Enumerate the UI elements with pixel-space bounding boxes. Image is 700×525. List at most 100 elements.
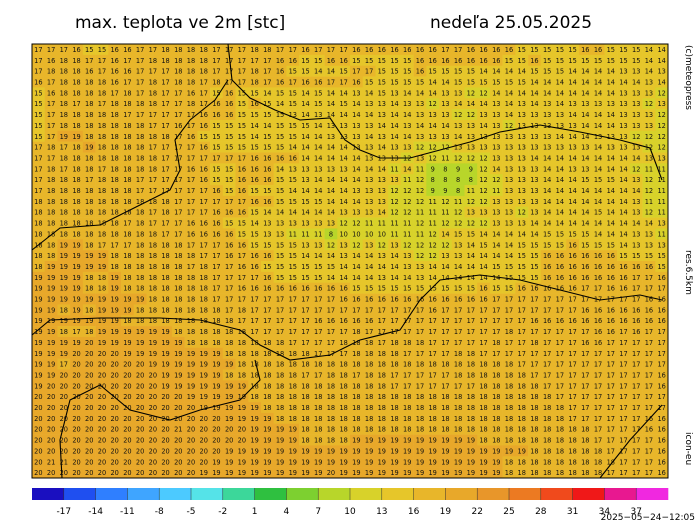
cell-fill <box>260 130 274 142</box>
cell-fill <box>299 293 313 305</box>
cell-value: 11 <box>390 165 398 173</box>
cell-fill <box>311 119 325 132</box>
cell-fill <box>451 261 465 273</box>
cell-fill <box>184 293 198 305</box>
cell-value: 15 <box>492 285 500 293</box>
cell-value: 13 <box>556 144 564 152</box>
cell-fill <box>159 423 173 435</box>
cell-fill <box>337 271 351 283</box>
cell-value: 18 <box>187 328 195 336</box>
cell-fill <box>133 347 147 359</box>
cell-fill <box>108 434 122 446</box>
cell-fill <box>57 380 71 392</box>
cell-value: 17 <box>161 176 169 184</box>
cell-fill <box>439 358 453 370</box>
cell-fill <box>604 44 618 56</box>
cell-fill <box>528 250 542 262</box>
cell-fill <box>184 217 198 229</box>
cell-value: 19 <box>60 350 68 358</box>
cell-value: 15 <box>378 89 386 97</box>
cell-fill <box>515 206 529 218</box>
cell-fill <box>95 402 109 414</box>
cell-fill <box>388 206 402 218</box>
cell-value: 19 <box>174 350 182 358</box>
cell-value: 13 <box>378 176 386 184</box>
cell-fill <box>375 358 389 370</box>
cell-value: 20 <box>225 437 233 445</box>
cell-fill <box>159 456 173 468</box>
cell-fill <box>159 217 173 229</box>
cell-value: 19 <box>250 426 258 434</box>
cell-value: 15 <box>238 144 246 152</box>
cell-fill <box>451 195 465 208</box>
cell-value: 14 <box>314 252 322 260</box>
cell-value: 17 <box>594 285 602 293</box>
cell-fill <box>439 402 453 414</box>
cell-fill <box>591 174 605 186</box>
cell-value: 18 <box>47 252 55 260</box>
cell-fill <box>591 239 605 251</box>
cell-fill <box>146 239 160 251</box>
cell-fill <box>604 76 618 88</box>
cell-fill <box>44 130 58 142</box>
cell-value: 16 <box>568 241 576 249</box>
cell-value: 20 <box>34 415 42 423</box>
cell-value: 12 <box>416 198 424 206</box>
cell-fill <box>235 282 249 294</box>
cell-fill <box>642 65 656 77</box>
cell-value: 18 <box>530 458 538 466</box>
cell-value: 18 <box>568 458 576 466</box>
cell-value: 20 <box>60 447 68 455</box>
cell-fill <box>566 271 580 283</box>
cell-value: 17 <box>187 263 195 271</box>
cell-fill <box>146 65 160 77</box>
cell-fill <box>388 261 402 273</box>
cell-fill <box>146 423 160 435</box>
cell-fill <box>388 217 402 229</box>
cell-fill <box>617 347 631 359</box>
cell-fill <box>324 130 338 142</box>
cell-fill <box>159 141 173 153</box>
cell-value: 17 <box>594 382 602 390</box>
cell-value: 17 <box>238 154 246 162</box>
cell-fill <box>95 250 109 262</box>
cell-value: 17 <box>327 46 335 54</box>
cell-fill <box>121 369 135 381</box>
cell-fill <box>260 54 274 66</box>
cell-value: 10 <box>365 230 373 238</box>
cell-value: 17 <box>225 263 233 271</box>
cell-value: 15 <box>581 176 589 184</box>
cell-value: 17 <box>123 220 131 228</box>
cell-value: 13 <box>645 122 653 130</box>
cell-fill <box>299 456 313 468</box>
cell-value: 19 <box>98 296 106 304</box>
cell-fill <box>362 152 376 164</box>
cell-value: 16 <box>289 285 297 293</box>
cell-fill <box>400 412 414 425</box>
cell-value: 18 <box>149 252 157 260</box>
cell-value: 18 <box>568 469 576 477</box>
cell-value: 13 <box>619 122 627 130</box>
cell-fill <box>311 54 325 66</box>
cell-fill <box>451 228 465 240</box>
cell-value: 12 <box>645 187 653 195</box>
cell-value: 18 <box>161 274 169 282</box>
cell-value: 18 <box>594 458 602 466</box>
cell-fill <box>197 87 211 99</box>
cell-value: 16 <box>339 285 347 293</box>
cell-value: 16 <box>390 296 398 304</box>
cell-fill <box>629 445 643 457</box>
cell-value: 14 <box>365 89 373 97</box>
cell-fill <box>248 326 262 338</box>
cell-value: 13 <box>518 165 526 173</box>
cell-fill <box>388 456 402 468</box>
cell-fill <box>426 380 440 392</box>
cell-value: 16 <box>187 89 195 97</box>
cell-value: 19 <box>34 339 42 347</box>
cell-fill <box>362 130 376 142</box>
cell-fill <box>324 87 338 99</box>
cell-value: 17 <box>632 350 640 358</box>
cell-value: 19 <box>98 306 106 314</box>
cell-fill <box>159 434 173 446</box>
cell-value: 17 <box>378 317 386 325</box>
